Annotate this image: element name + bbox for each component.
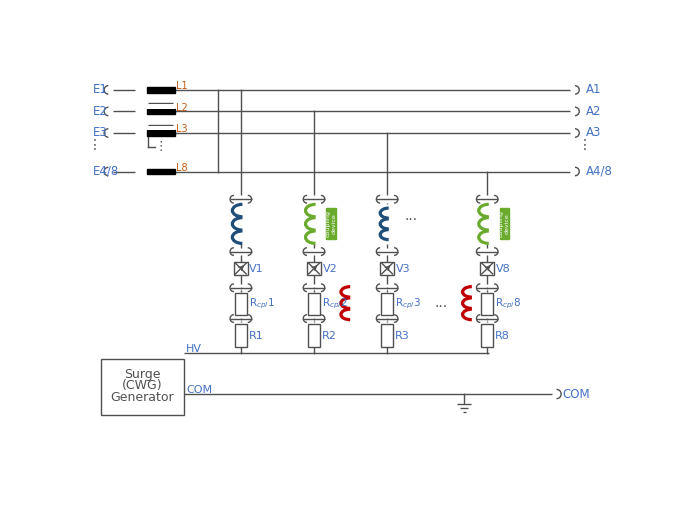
Text: L3: L3 (176, 124, 188, 134)
Text: ...: ... (434, 296, 447, 310)
Text: ⋮: ⋮ (155, 139, 167, 153)
Text: A3: A3 (586, 126, 601, 139)
Bar (147, 131, 174, 136)
Bar (147, 87, 174, 93)
Text: E2: E2 (93, 105, 108, 118)
Bar (235, 324, 247, 347)
Bar (147, 126, 174, 131)
Text: E4/8: E4/8 (93, 165, 119, 178)
Text: (CWG): (CWG) (122, 379, 163, 392)
Bar (308, 324, 320, 347)
Text: R$_{cpl}$2: R$_{cpl}$2 (321, 297, 347, 311)
Text: R1: R1 (249, 330, 264, 340)
Bar (381, 293, 394, 315)
Text: L1: L1 (176, 81, 188, 91)
Text: V1: V1 (249, 264, 264, 274)
Bar (308, 293, 320, 315)
Bar (381, 324, 394, 347)
Bar (147, 109, 174, 114)
Text: R$_{cpl}$8: R$_{cpl}$8 (495, 297, 521, 311)
Text: V8: V8 (496, 264, 511, 274)
Text: V3: V3 (396, 264, 410, 274)
Text: Generator: Generator (110, 392, 174, 405)
Bar (481, 293, 494, 315)
Bar (235, 293, 247, 315)
Text: ⋮: ⋮ (578, 138, 592, 152)
Text: ⋮: ⋮ (88, 138, 101, 152)
Text: R$_{cpl}$3: R$_{cpl}$3 (395, 297, 421, 311)
Bar (480, 262, 494, 276)
Text: V2: V2 (322, 264, 337, 274)
Bar (380, 262, 394, 276)
Bar (147, 104, 174, 109)
Text: A1: A1 (586, 83, 601, 96)
Text: COM: COM (186, 385, 212, 395)
Bar (500, 208, 509, 239)
Bar (481, 324, 494, 347)
Text: HV: HV (186, 344, 202, 354)
Bar (326, 208, 336, 239)
Text: L8: L8 (176, 163, 188, 172)
Text: R2: R2 (321, 330, 336, 340)
Text: ...: ... (404, 209, 417, 223)
Bar (147, 169, 174, 174)
Text: coupling
device: coupling device (498, 210, 509, 237)
Text: R3: R3 (395, 330, 409, 340)
Text: A4/8: A4/8 (586, 165, 613, 178)
Text: coupling
device: coupling device (326, 210, 336, 237)
Text: A2: A2 (586, 105, 601, 118)
Text: Surge: Surge (124, 368, 161, 381)
Text: R8: R8 (495, 330, 510, 340)
Text: COM: COM (563, 387, 590, 400)
Bar (234, 262, 248, 276)
Bar (307, 262, 321, 276)
Text: E1: E1 (93, 83, 108, 96)
Text: L2: L2 (176, 103, 188, 112)
Text: E3: E3 (93, 126, 108, 139)
Bar (101, 359, 184, 415)
Text: R$_{cpl}$1: R$_{cpl}$1 (249, 297, 274, 311)
